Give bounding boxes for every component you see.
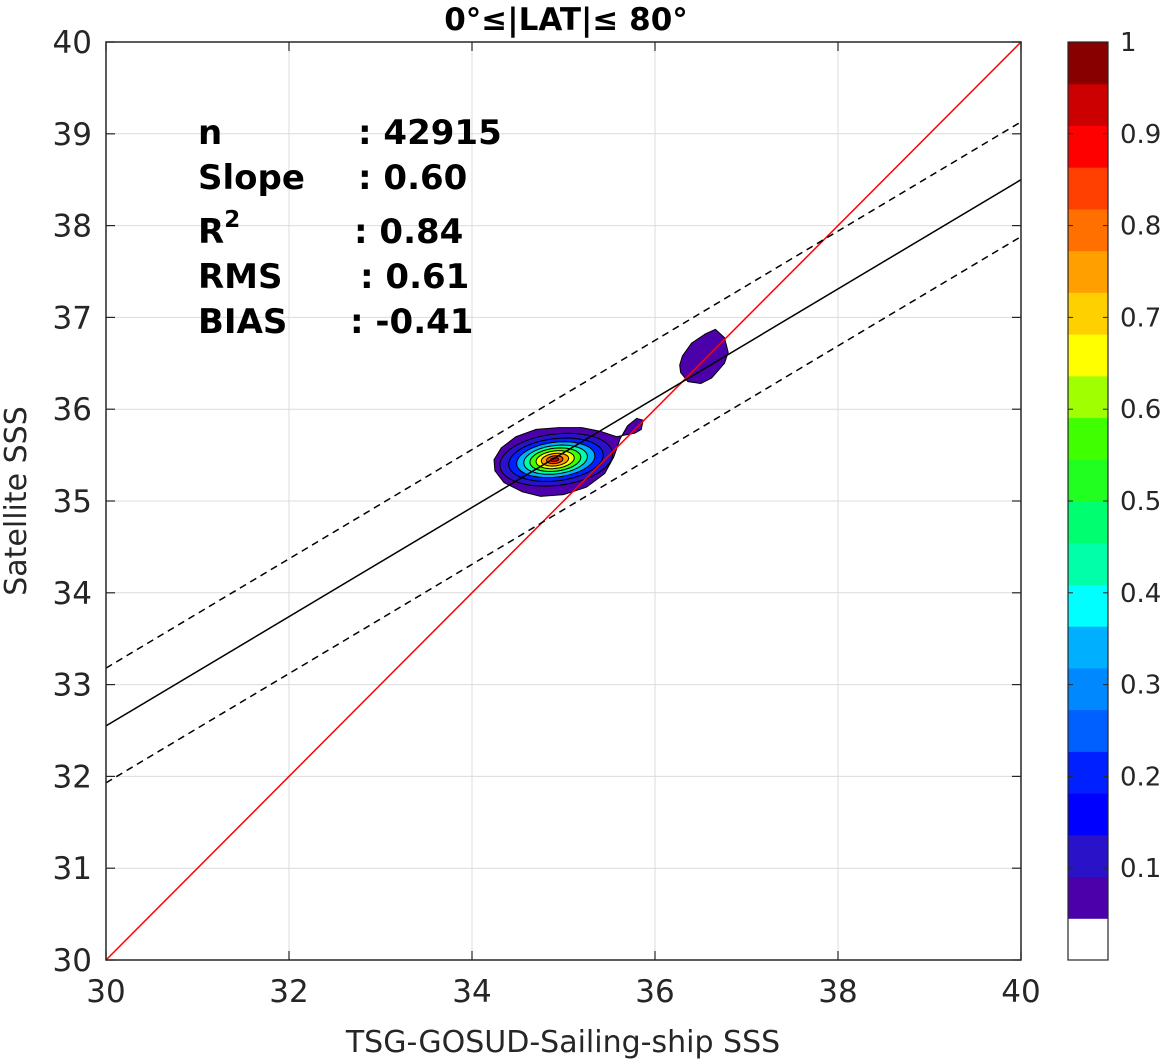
stat-r2-label: R2 (198, 207, 240, 252)
y-tick-label: 36 (53, 392, 92, 428)
stat-rms-value: : 0.61 (360, 257, 469, 297)
x-axis-label: TSG-GOSUD-Sailing-ship SSS (345, 1025, 780, 1060)
x-tick-label: 30 (86, 974, 125, 1010)
colorbar-swatch (1068, 501, 1108, 544)
colorbar-swatch (1068, 42, 1108, 85)
x-tick-label: 40 (1001, 974, 1040, 1010)
colorbar-swatch (1068, 208, 1108, 252)
stat-bias-value: : -0.41 (350, 302, 473, 342)
colorbar-swatch (1068, 417, 1108, 460)
y-tick-label: 37 (53, 300, 92, 336)
colorbar-swatch (1068, 834, 1108, 878)
fit-lines (106, 42, 1021, 960)
x-tick-label: 34 (452, 974, 491, 1010)
colorbar-swatch (1068, 667, 1108, 711)
stat-rms-label: RMS (198, 257, 283, 297)
regression-plus-rms-line (106, 121, 1021, 669)
y-tick-label: 38 (53, 209, 92, 245)
colorbar-tick-label: 0.7 (1120, 303, 1161, 333)
stat-slope-label: Slope (198, 158, 305, 198)
colorbar-swatch (1068, 375, 1108, 419)
colorbar-tick-label: 0.1 (1120, 854, 1161, 884)
colorbar-swatch (1068, 626, 1108, 669)
density-level (679, 328, 729, 385)
stat-r2-sup: 2 (224, 207, 240, 233)
colorbar-swatch (1068, 459, 1108, 502)
y-tick-label: 33 (53, 668, 92, 704)
stat-bias-label: BIAS (198, 302, 287, 342)
colorbar-swatch (1068, 876, 1108, 919)
colorbar-tick-label: 0.9 (1120, 120, 1161, 150)
colorbar-swatch (1068, 167, 1108, 210)
stat-r2-value: : 0.84 (354, 212, 463, 252)
y-tick-label: 34 (53, 576, 92, 612)
stat-r2-base: R (198, 212, 224, 252)
stat-slope-value: : 0.60 (358, 158, 467, 198)
y-tick-label: 32 (53, 759, 92, 795)
stats-box: n : 42915 Slope : 0.60 R2 : 0.84 RMS : 0… (198, 113, 502, 342)
y-tick-label: 39 (53, 117, 92, 153)
colorbar-swatch (1068, 250, 1108, 293)
density-contours (493, 328, 729, 497)
y-tick-label: 40 (53, 25, 92, 61)
y-axis-label: Satellite SSS (0, 406, 34, 596)
chart-title: 0°≤|LAT|≤ 80° (444, 2, 688, 38)
y-tick-label: 30 (53, 943, 92, 979)
colorbar-tick-label: 0.5 (1120, 487, 1161, 517)
colorbar-tick-label: 0.4 (1120, 579, 1161, 609)
colorbar-swatch (1068, 918, 1108, 961)
one-to-one-line (106, 42, 1021, 960)
regression-line (106, 179, 1021, 727)
grid (105, 41, 1022, 961)
colorbar-swatch (1068, 125, 1108, 168)
x-tick-label: 38 (818, 974, 857, 1010)
colorbar-tick-label: 0.8 (1120, 212, 1161, 242)
y-tick-label: 31 (53, 851, 92, 887)
colorbar-tick-label: 0.6 (1120, 395, 1161, 425)
colorbar-swatch (1068, 83, 1108, 126)
colorbar-tick-label: 1 (1120, 28, 1137, 58)
colorbar-swatch (1068, 292, 1108, 335)
colorbar-swatch (1068, 751, 1108, 794)
colorbar-swatch (1068, 709, 1108, 752)
colorbar-swatch (1068, 334, 1108, 377)
y-tick-label: 35 (53, 484, 92, 520)
colorbar: 0.1 0.2 0.3 0.4 0.5 0.6 0.7 0.8 0.9 1 (1067, 28, 1161, 961)
colorbar-tick-label: 0.3 (1120, 671, 1161, 701)
colorbar-swatch (1068, 584, 1108, 627)
regression-minus-rms-line (106, 235, 1021, 784)
stat-n-value: : 42915 (358, 113, 502, 153)
stat-n-label: n (198, 113, 222, 153)
colorbar-swatch (1068, 793, 1108, 836)
axis-ticks: 30 32 34 36 38 40 30 31 32 33 34 35 36 37 38 39 40 (53, 25, 1041, 1010)
colorbar-tick-label: 0.2 (1120, 762, 1161, 792)
x-tick-label: 36 (635, 974, 674, 1010)
x-tick-label: 32 (269, 974, 308, 1010)
colorbar-swatch (1068, 542, 1108, 585)
